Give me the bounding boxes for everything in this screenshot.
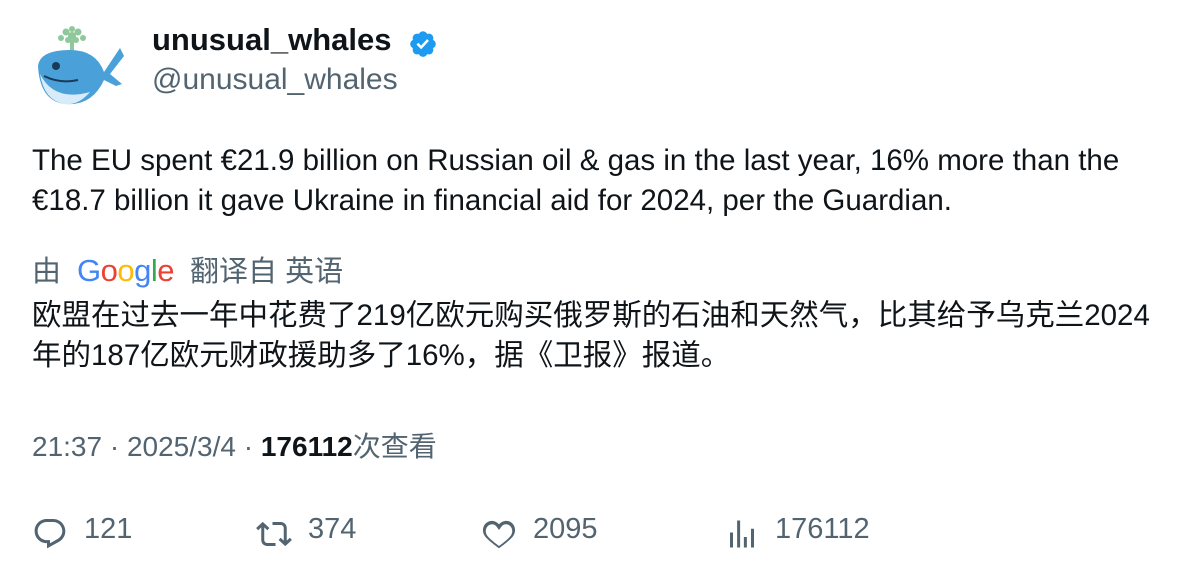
- date[interactable]: 2025/3/4: [126, 431, 236, 462]
- logo-letter: o: [117, 253, 135, 288]
- views-count: 176112: [775, 513, 870, 545]
- author-handle[interactable]: @unusual_whales: [152, 63, 398, 96]
- retweet-count: 374: [308, 513, 357, 545]
- tweet-text: The EU spent €21.9 billion on Russian oi…: [32, 144, 1120, 217]
- author-name[interactable]: unusual_whales: [152, 22, 392, 57]
- avatar[interactable]: [30, 26, 126, 112]
- reply-count: 121: [84, 513, 133, 545]
- separator: ·: [109, 431, 120, 462]
- like-count: 2095: [533, 513, 598, 545]
- logo-letter: l: [150, 253, 158, 288]
- time[interactable]: 21:37: [32, 431, 103, 462]
- tweet-meta: 21:37 · 2025/3/4 · 176112次查看: [32, 425, 437, 465]
- translation-prefix: 由: [32, 256, 62, 288]
- translation-note: 由 Google 翻译自 英语: [32, 248, 343, 290]
- translation-suffix: 翻译自 英语: [190, 256, 344, 288]
- views-count: 176112: [260, 431, 353, 462]
- google-logo: Google: [77, 253, 175, 288]
- views-label: 次查看: [352, 431, 437, 462]
- separator: ·: [243, 431, 254, 462]
- logo-letter: g: [134, 253, 151, 288]
- verified-badge: [410, 31, 436, 57]
- logo-letter: o: [100, 253, 118, 288]
- like-icon[interactable]: [481, 516, 517, 552]
- translated-text: 欧盟在过去一年中花费了219亿欧元购买俄罗斯的石油和天然气，比其给予乌克兰202…: [32, 299, 1150, 372]
- reply-icon[interactable]: [32, 516, 68, 552]
- retweet-icon[interactable]: [256, 516, 292, 552]
- logo-letter: e: [157, 253, 175, 288]
- views-icon[interactable]: [724, 516, 760, 552]
- logo-letter: G: [77, 253, 101, 288]
